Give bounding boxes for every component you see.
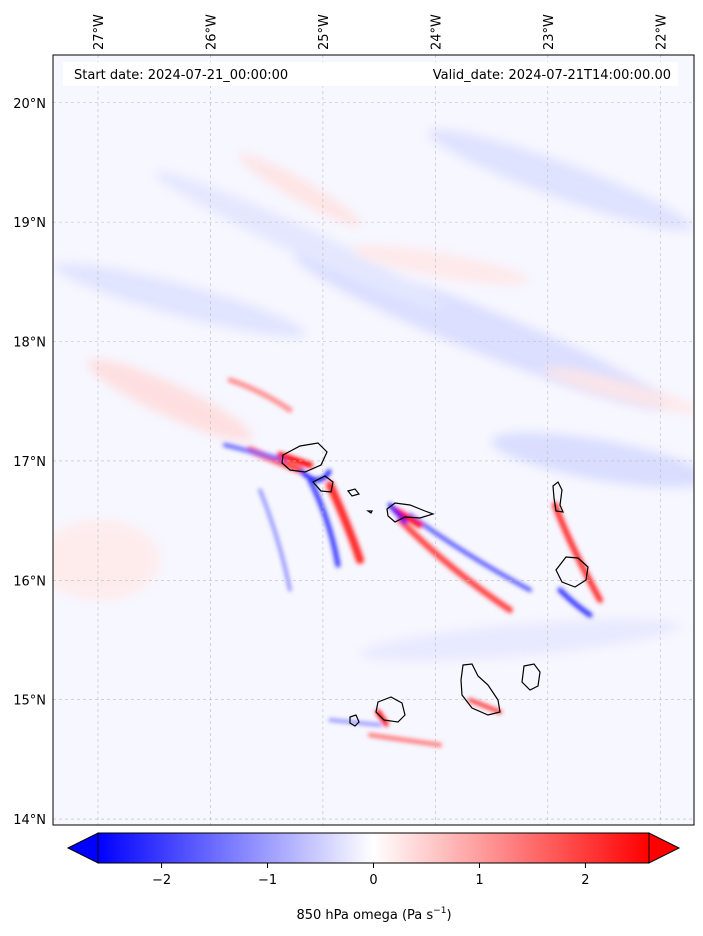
latitude-tick-label: 20°N bbox=[13, 97, 46, 112]
ascent-streak bbox=[277, 452, 313, 468]
ascent-streak bbox=[468, 698, 502, 714]
longitude-tick-label: 24°W bbox=[429, 14, 444, 50]
latitude-tick-label: 17°N bbox=[13, 455, 46, 470]
colorbar-tick-label: −2 bbox=[152, 873, 171, 888]
weak-ascent-band bbox=[351, 245, 529, 285]
island-ilheu bbox=[366, 510, 373, 514]
colorbar-tick-label: 2 bbox=[581, 873, 589, 888]
weak-descent-band bbox=[154, 171, 446, 309]
descent-streak bbox=[328, 718, 382, 727]
weak-descent-band bbox=[54, 262, 306, 338]
ascent-streak bbox=[397, 517, 513, 613]
colorbar-extend-high bbox=[648, 832, 681, 864]
coastlines bbox=[281, 442, 589, 727]
descent-streak bbox=[223, 443, 287, 462]
longitude-tick-label: 25°W bbox=[317, 14, 332, 50]
colorbar-body bbox=[97, 832, 650, 864]
start-date-label: Start date: 2024-07-21_00:00:00 bbox=[74, 68, 288, 83]
colorbar-label: 850 hPa omega (Pa s−1) bbox=[296, 906, 451, 923]
island-santa-luzia bbox=[346, 488, 361, 497]
gridlines bbox=[53, 55, 694, 825]
weak-ascent-band bbox=[542, 367, 694, 413]
longitude-tick-label: 27°W bbox=[92, 14, 107, 50]
colorbar-ticks: −2 −1 0 1 2 bbox=[152, 863, 590, 888]
island-maio bbox=[521, 663, 541, 691]
omega-field bbox=[53, 129, 694, 747]
island-boa-vista bbox=[555, 556, 589, 588]
header-box bbox=[63, 62, 678, 86]
descent-streak bbox=[557, 587, 593, 618]
ascent-streak bbox=[552, 502, 603, 603]
latitude-tick-label: 19°N bbox=[13, 216, 46, 231]
island-sao-nicolau bbox=[386, 502, 435, 523]
latitude-labels: 20°N 19°N 18°N 17°N 16°N 15°N 14°N bbox=[13, 97, 46, 828]
latitude-tick-label: 15°N bbox=[13, 694, 46, 709]
island-sao-vicente bbox=[312, 475, 334, 493]
valid-date-label: Valid_date: 2024-07-21T14:00:00.00 bbox=[433, 68, 671, 83]
map-panel: Start date: 2024-07-21_00:00:00 Valid_da… bbox=[52, 54, 695, 826]
colorbar-tick-label: −1 bbox=[258, 873, 277, 888]
longitude-tick-label: 26°W bbox=[204, 14, 219, 50]
descent-streak bbox=[307, 477, 341, 568]
colorbar-tick-label: 0 bbox=[369, 873, 377, 888]
ascent-streak bbox=[368, 733, 442, 747]
latitude-tick-label: 16°N bbox=[13, 574, 46, 589]
ascent-streak bbox=[227, 377, 293, 413]
descent-streak bbox=[258, 488, 292, 592]
colorbar: −2 −1 0 1 2 850 hPa omega (Pa s−1) bbox=[66, 832, 681, 923]
weak-descent-band bbox=[428, 129, 692, 231]
island-sal bbox=[552, 481, 564, 513]
map-frame bbox=[52, 54, 695, 826]
latitude-tick-label: 18°N bbox=[13, 336, 46, 351]
ascent-streak bbox=[326, 481, 364, 564]
colorbar-extend-low bbox=[66, 832, 99, 864]
descent-streak bbox=[388, 503, 407, 524]
weak-descent-band bbox=[360, 618, 680, 662]
latitude-tick-label: 14°N bbox=[13, 813, 46, 828]
colorbar-tick-label: 1 bbox=[475, 873, 483, 888]
weak-descent-band bbox=[491, 432, 694, 488]
island-fogo bbox=[375, 696, 406, 723]
island-santo-antao bbox=[281, 442, 328, 473]
island-santiago bbox=[460, 663, 501, 716]
weak-ascent-band bbox=[239, 153, 361, 227]
longitude-tick-label: 23°W bbox=[542, 14, 557, 50]
longitude-labels: 27°W 26°W 25°W 24°W 23°W 22°W bbox=[92, 14, 669, 50]
longitude-tick-label: 22°W bbox=[654, 14, 669, 50]
weak-ascent-band bbox=[88, 359, 252, 441]
island-brava bbox=[349, 714, 360, 727]
weak-ascent-band bbox=[53, 520, 160, 600]
